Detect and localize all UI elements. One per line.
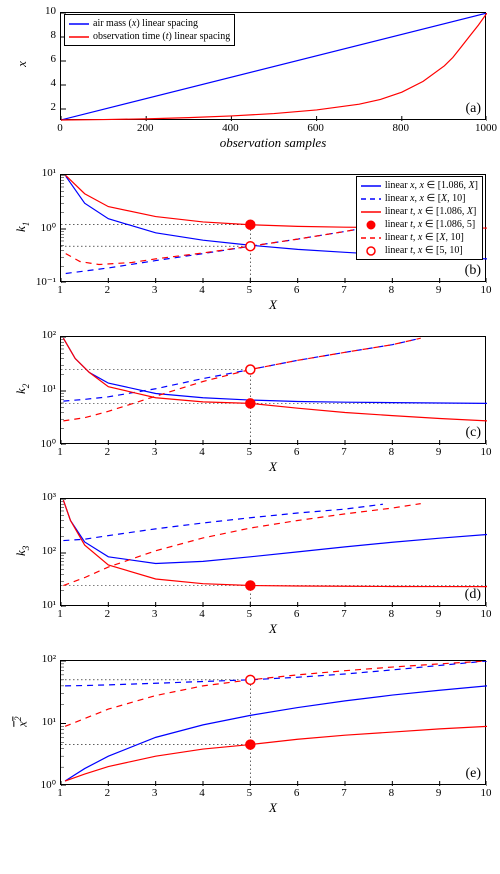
xtick-label: 7 xyxy=(329,284,359,296)
xlabel: X xyxy=(60,621,486,637)
xtick-label: 6 xyxy=(282,608,312,620)
ytick-label: 4 xyxy=(51,77,57,89)
xtick-label: 600 xyxy=(301,122,331,134)
xtick-label: 8 xyxy=(376,446,406,458)
xtick-label: 400 xyxy=(215,122,245,134)
xtick-label: 6 xyxy=(282,284,312,296)
panel-letter: (a) xyxy=(465,101,481,117)
xtick-label: 9 xyxy=(424,284,454,296)
xtick-label: 8 xyxy=(376,608,406,620)
ytick-label: 10² xyxy=(42,329,56,341)
xlabel: X xyxy=(60,800,486,816)
xtick-label: 9 xyxy=(424,787,454,799)
ytick-label: 10¹ xyxy=(42,383,56,395)
xtick-label: 5 xyxy=(234,284,264,296)
ytick-label: 10¹ xyxy=(42,716,56,728)
xtick-label: 3 xyxy=(140,787,170,799)
xlabel: X xyxy=(60,297,486,313)
xtick-label: 10 xyxy=(471,284,500,296)
plot-area-(d): (d) xyxy=(60,498,486,606)
ylabel: k3 xyxy=(13,541,31,561)
xtick-label: 6 xyxy=(282,787,312,799)
ytick-label: 6 xyxy=(51,53,57,65)
xtick-label: 4 xyxy=(187,446,217,458)
legend-b: linear x, x ∈ [1.086, X]linear x, x ∈ [X… xyxy=(356,176,483,260)
xtick-label: 800 xyxy=(386,122,416,134)
ytick-label: 10² xyxy=(42,545,56,557)
xtick-label: 8 xyxy=(376,284,406,296)
xtick-label: 4 xyxy=(187,284,217,296)
xlabel: observation samples xyxy=(60,135,486,151)
figure-container: (a) 0 200 400 600 800 1000 2 4 6 8 10 observation sa… xyxy=(0,0,500,874)
xtick-label: 2 xyxy=(92,787,122,799)
xtick-label: 2 xyxy=(92,284,122,296)
xtick-label: 10 xyxy=(471,787,500,799)
ytick-label: 10¹ xyxy=(42,599,56,611)
ytick-label: 10⁻¹ xyxy=(36,275,56,288)
ytick-label: 8 xyxy=(51,29,57,41)
xtick-label: 2 xyxy=(92,446,122,458)
plot-area-(c): (c) xyxy=(60,336,486,444)
ylabel: k1 xyxy=(13,217,31,237)
panel-letter: (e) xyxy=(465,766,481,782)
xtick-label: 3 xyxy=(140,608,170,620)
xtick-label: 3 xyxy=(140,284,170,296)
ylabel: k2 xyxy=(13,379,31,399)
xtick-label: 8 xyxy=(376,787,406,799)
plot-area-(e): (e) xyxy=(60,660,486,785)
xtick-label: 7 xyxy=(329,608,359,620)
xtick-label: 6 xyxy=(282,446,312,458)
xtick-label: 10 xyxy=(471,608,500,620)
ylabel: x xyxy=(14,54,30,74)
ylabel: x2 xyxy=(13,711,30,731)
xtick-label: 7 xyxy=(329,446,359,458)
xtick-label: 0 xyxy=(45,122,75,134)
xtick-label: 5 xyxy=(234,608,264,620)
xtick-label: 10 xyxy=(471,446,500,458)
xtick-label: 3 xyxy=(140,446,170,458)
xtick-label: 4 xyxy=(187,608,217,620)
ytick-label: 10⁰ xyxy=(41,437,56,450)
xtick-label: 4 xyxy=(187,787,217,799)
ytick-label: 10² xyxy=(42,653,56,665)
ytick-label: 10¹ xyxy=(42,167,56,179)
xtick-label: 2 xyxy=(92,608,122,620)
xtick-label: 1000 xyxy=(471,122,500,134)
xtick-label: 5 xyxy=(234,446,264,458)
ytick-label: 10⁰ xyxy=(41,778,56,791)
panel-letter: (b) xyxy=(465,263,481,279)
xtick-label: 200 xyxy=(130,122,160,134)
xlabel: X xyxy=(60,459,486,475)
ytick-label: 10 xyxy=(45,5,56,17)
ytick-label: 2 xyxy=(51,101,57,113)
legend-a: air mass (x) linear spacingobservation t… xyxy=(64,14,235,46)
panel-letter: (c) xyxy=(465,425,481,441)
xtick-label: 5 xyxy=(234,787,264,799)
xtick-label: 9 xyxy=(424,608,454,620)
xtick-label: 7 xyxy=(329,787,359,799)
ytick-label: 10⁰ xyxy=(41,221,56,234)
panel-letter: (d) xyxy=(465,587,481,603)
xtick-label: 9 xyxy=(424,446,454,458)
ytick-label: 10³ xyxy=(42,491,56,503)
